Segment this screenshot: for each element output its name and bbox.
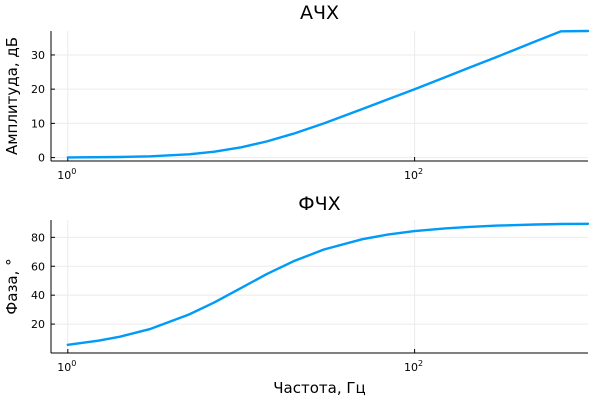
amplitude-y-tick-label: 10 (31, 117, 45, 130)
phase-y-tick-label: 80 (31, 231, 45, 244)
phase-y-tick-label: 20 (31, 318, 45, 331)
phase-series-line (66, 222, 590, 346)
amplitude-title: АЧХ (300, 2, 339, 24)
amplitude-panel: АЧХ 0 10 20 30 100 102 Амплитуда, дБ (3, 2, 590, 182)
phase-title: ФЧХ (298, 193, 340, 215)
phase-panel: ФЧХ 20 40 60 80 100 102 Фаза, ° Частота, Гц (3, 193, 590, 397)
amplitude-series-line (66, 29, 590, 159)
amplitude-y-tick-label: 0 (38, 152, 45, 165)
phase-y-tick-label: 40 (31, 289, 45, 302)
amplitude-y-tick-label: 20 (31, 83, 45, 96)
amplitude-x-tick-label: 100 (57, 167, 76, 182)
amplitude-y-axis-label: Амплитуда, дБ (3, 37, 21, 155)
phase-x-tick-label: 102 (404, 359, 423, 374)
amplitude-y-tick-label: 30 (31, 49, 45, 62)
phase-y-tick-label: 60 (31, 260, 45, 273)
phase-x-tick-label: 100 (57, 359, 76, 374)
amplitude-x-tick-label: 102 (404, 167, 423, 182)
phase-x-axis-label: Частота, Гц (273, 379, 365, 397)
phase-y-axis-label: Фаза, ° (3, 258, 21, 314)
